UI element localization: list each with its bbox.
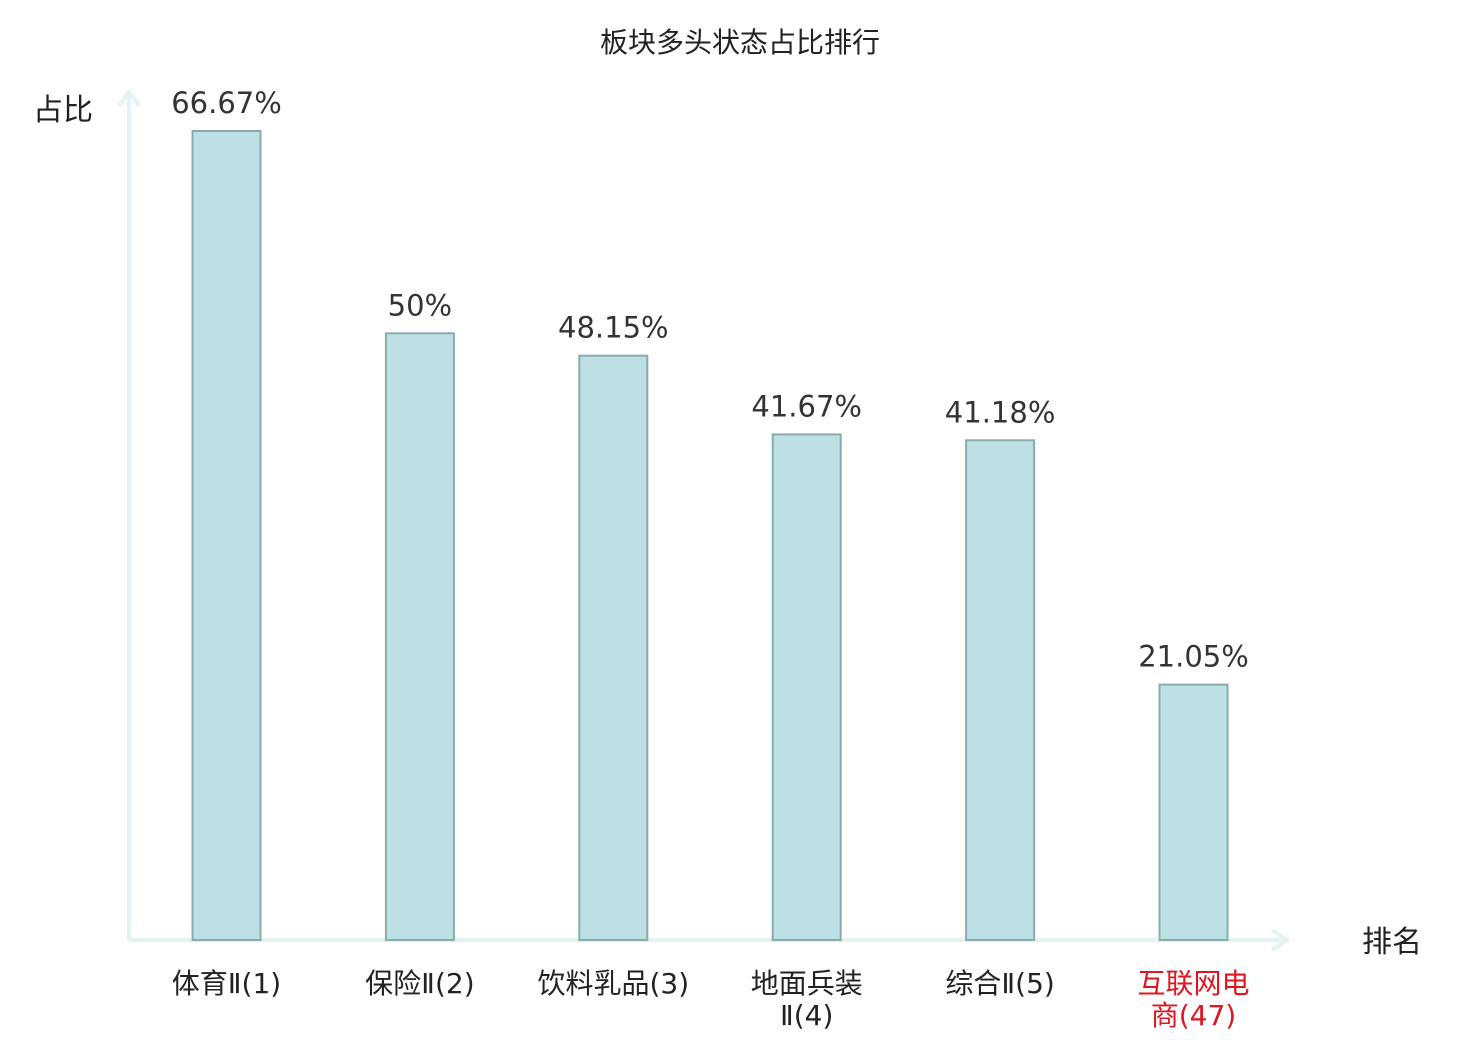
axes [117, 90, 1289, 952]
bar-4 [771, 433, 842, 941]
value-labels: 66.67% 50% 48.15% 41.67% 41.18% 21.05% [171, 86, 1249, 674]
bar-5 [965, 439, 1036, 941]
value-label-3: 48.15% [558, 311, 669, 345]
category-label-3: 饮料乳品(3) [537, 967, 689, 1000]
x-axis-label: 排名 [1362, 925, 1422, 960]
category-label-5-line-1: 综合Ⅱ(5) [945, 967, 1054, 1000]
category-label-6: 互联网电商(47) [1137, 967, 1249, 1032]
category-label-4-line-2: Ⅱ(4) [780, 999, 833, 1032]
category-label-2-line-1: 保险Ⅱ(2) [365, 967, 474, 1000]
bars [191, 130, 1229, 941]
y-axis-label: 占比 [33, 93, 93, 128]
value-label-4: 41.67% [751, 389, 862, 423]
bar-6 [1158, 683, 1229, 941]
bar-2 [384, 332, 455, 941]
category-label-1-line-1: 体育Ⅱ(1) [172, 967, 281, 1000]
category-label-3-line-1: 饮料乳品(3) [537, 967, 689, 1000]
category-label-2: 保险Ⅱ(2) [365, 967, 474, 1000]
category-label-4: 地面兵装 Ⅱ(4) [751, 967, 863, 1032]
category-label-6-line-1: 互联网电 [1137, 967, 1249, 1000]
category-label-6-line-2: 商(47) [1151, 999, 1236, 1032]
category-label-5: 综合Ⅱ(5) [945, 967, 1054, 1000]
value-label-1: 66.67% [171, 86, 282, 120]
chart-title: 板块多头状态占比排行 [600, 26, 880, 59]
category-label-4-line-1: 地面兵装 [751, 967, 863, 1000]
y-axis-arrow [117, 90, 141, 108]
value-label-2: 50% [388, 288, 452, 322]
value-label-6: 21.05% [1138, 640, 1249, 674]
x-axis-arrow [1270, 928, 1289, 952]
bar-3 [578, 354, 649, 941]
bar-1 [191, 130, 262, 941]
category-label-1: 体育Ⅱ(1) [172, 967, 281, 1000]
value-label-5: 41.18% [945, 395, 1056, 429]
category-labels: 体育Ⅱ(1) 保险Ⅱ(2) 饮料乳品(3) 地面兵装 Ⅱ(4) 综合Ⅱ(5) 互联网电商(4… [172, 967, 1250, 1032]
